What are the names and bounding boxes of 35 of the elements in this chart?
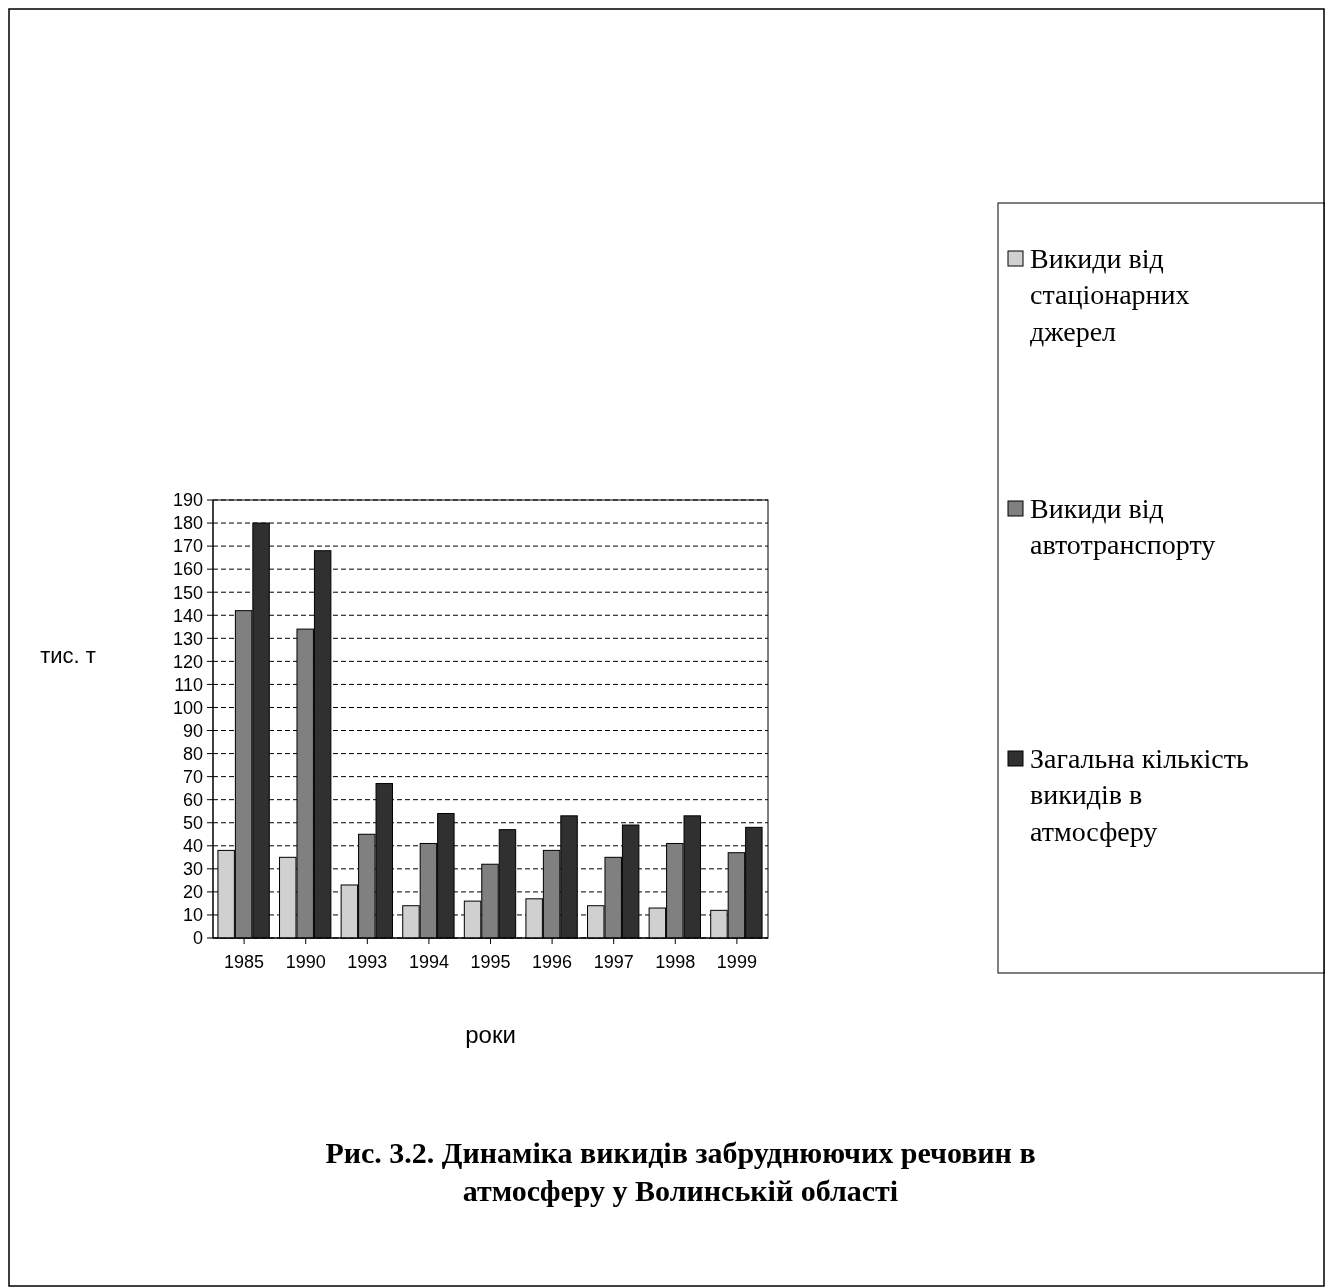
- y-tick-label: 180: [172, 513, 203, 534]
- y-tick-label: 0: [192, 928, 203, 949]
- x-tick-label: 1998: [655, 952, 696, 972]
- y-axis-title: тис. т: [40, 643, 96, 668]
- y-tick-label: 90: [182, 720, 203, 741]
- y-tick-label: 150: [172, 582, 203, 603]
- x-tick-label: 1994: [408, 952, 449, 972]
- x-tick-label: 1999: [716, 952, 757, 972]
- text: Рис. 3.2. Динаміка викидів забруднюючих речовин в атмосферу у Волинській області: [325, 1136, 1036, 1207]
- y-tick-label: 170: [172, 536, 203, 557]
- y-tick-label: 50: [182, 813, 203, 834]
- y-tick-label: 100: [172, 697, 203, 718]
- x-tick-label: 1993: [347, 952, 388, 972]
- y-tick-label: 10: [182, 905, 203, 926]
- legend-label: Викиди від стаціонарних джерел: [1030, 242, 1190, 347]
- y-tick-label: 110: [174, 674, 203, 695]
- y-tick-label: 140: [172, 605, 203, 626]
- x-tick-label: 1985: [224, 952, 265, 972]
- y-tick-label: 30: [182, 859, 203, 880]
- y-tick-label: 160: [172, 559, 203, 580]
- x-tick-label: 1995: [470, 952, 511, 972]
- y-tick-label: 130: [172, 628, 203, 649]
- y-tick-label: 190: [172, 490, 203, 511]
- y-tick-label: 20: [182, 882, 203, 903]
- y-tick-label: 40: [182, 836, 203, 857]
- y-tick-label: 60: [182, 789, 203, 810]
- y-tick-label: 70: [182, 766, 203, 787]
- y-tick-label: 80: [182, 743, 203, 764]
- x-tick-label: 1990: [285, 952, 326, 972]
- x-axis-title: роки: [465, 1021, 516, 1048]
- x-tick-label: 1996: [532, 952, 573, 972]
- x-tick-label: 1997: [593, 952, 634, 972]
- y-tick-label: 120: [172, 651, 203, 672]
- legend-label: Викиди від автотранспорту: [1030, 492, 1216, 561]
- legend-label: Загальна кількість викидів в атмосферу: [1030, 742, 1249, 847]
